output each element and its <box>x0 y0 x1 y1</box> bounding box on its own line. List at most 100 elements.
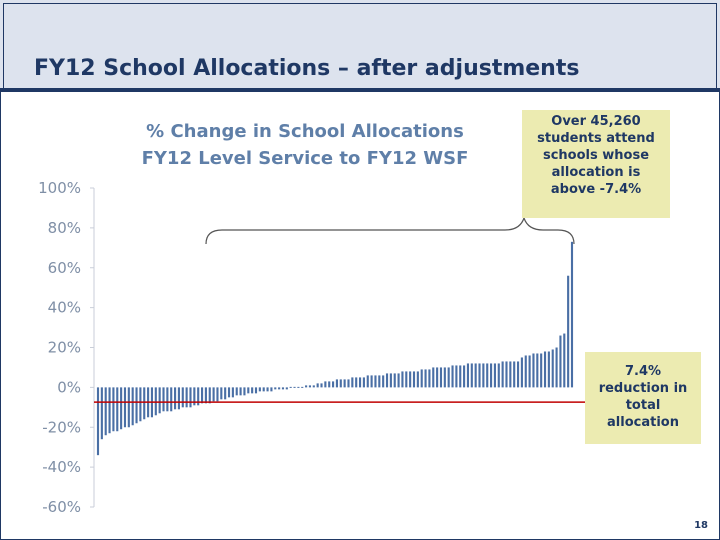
bar <box>259 387 261 391</box>
bar <box>228 387 230 397</box>
bar <box>293 387 295 388</box>
y-tick-label: -40% <box>42 458 81 476</box>
bar <box>471 363 473 387</box>
bar <box>290 387 292 388</box>
bar <box>394 373 396 387</box>
bar <box>186 387 188 407</box>
bar <box>112 387 114 431</box>
bar <box>205 387 207 403</box>
bar <box>255 387 257 393</box>
bar <box>525 355 527 387</box>
bar <box>559 336 561 388</box>
y-axis: 100% 80% 60% 40% 20% 0% -20% -40% -60% <box>38 179 94 516</box>
bar <box>328 381 330 387</box>
bar <box>101 387 103 439</box>
callout-top-line-5: above -7.4% <box>522 181 670 198</box>
bar <box>355 377 357 387</box>
bar <box>189 387 191 407</box>
y-tick-label: 0% <box>57 378 81 396</box>
bar <box>378 375 380 387</box>
bar-series <box>97 242 573 455</box>
bar <box>240 387 242 395</box>
bar <box>159 387 161 413</box>
bar <box>278 387 280 389</box>
bar <box>563 334 565 388</box>
bar <box>455 365 457 387</box>
bar <box>216 387 218 401</box>
bar <box>494 363 496 387</box>
bar <box>409 371 411 387</box>
bar <box>139 387 141 421</box>
bar <box>309 385 311 387</box>
bar <box>351 377 353 387</box>
bar <box>475 363 477 387</box>
bar <box>482 363 484 387</box>
bar <box>571 242 573 388</box>
bar <box>143 387 145 419</box>
bar <box>332 381 334 387</box>
bar <box>359 377 361 387</box>
bar <box>155 387 157 415</box>
y-tick-label: 20% <box>48 339 81 357</box>
callout-students-above-threshold: Over 45,260 students attend schools whos… <box>522 110 670 218</box>
bar <box>529 355 531 387</box>
bar <box>224 387 226 399</box>
bar <box>386 373 388 387</box>
callout-bottom-line-3: total <box>585 397 701 414</box>
y-tick-label: 60% <box>48 259 81 277</box>
bar <box>174 387 176 409</box>
bar <box>548 351 550 387</box>
bar <box>213 387 215 401</box>
callout-bottom-line-2: reduction in <box>585 380 701 397</box>
bar <box>182 387 184 407</box>
bar <box>521 357 523 387</box>
bar <box>105 387 107 435</box>
bar <box>436 367 438 387</box>
bar <box>478 363 480 387</box>
bar <box>467 363 469 387</box>
bar <box>490 363 492 387</box>
bar <box>505 361 507 387</box>
bar <box>552 349 554 387</box>
bar <box>166 387 168 411</box>
bar <box>263 387 265 391</box>
bar <box>232 387 234 397</box>
bar <box>267 387 269 391</box>
bar <box>363 377 365 387</box>
bar <box>417 371 419 387</box>
bar <box>320 383 322 387</box>
y-tick-label: 40% <box>48 299 81 317</box>
bar <box>532 353 534 387</box>
bar <box>367 375 369 387</box>
bar <box>567 276 569 388</box>
bar <box>324 381 326 387</box>
bar <box>544 351 546 387</box>
bar <box>347 379 349 387</box>
bar <box>120 387 122 429</box>
bar <box>297 387 299 388</box>
bar <box>556 348 558 388</box>
bar <box>463 365 465 387</box>
bar <box>270 387 272 391</box>
bar <box>286 387 288 389</box>
bar <box>135 387 137 423</box>
bar <box>390 373 392 387</box>
bar <box>317 383 319 387</box>
bar <box>236 387 238 395</box>
bar <box>305 385 307 387</box>
bar <box>444 367 446 387</box>
bar <box>201 387 203 403</box>
bar <box>243 387 245 395</box>
bar <box>128 387 130 427</box>
bar <box>440 367 442 387</box>
bar <box>301 387 303 388</box>
bar <box>425 369 427 387</box>
bar <box>448 367 450 387</box>
bar <box>498 363 500 387</box>
bar <box>97 387 99 455</box>
bar <box>340 379 342 387</box>
bar <box>251 387 253 393</box>
callout-bottom-line-1: 7.4% <box>585 363 701 380</box>
bar <box>374 375 376 387</box>
bar <box>513 361 515 387</box>
